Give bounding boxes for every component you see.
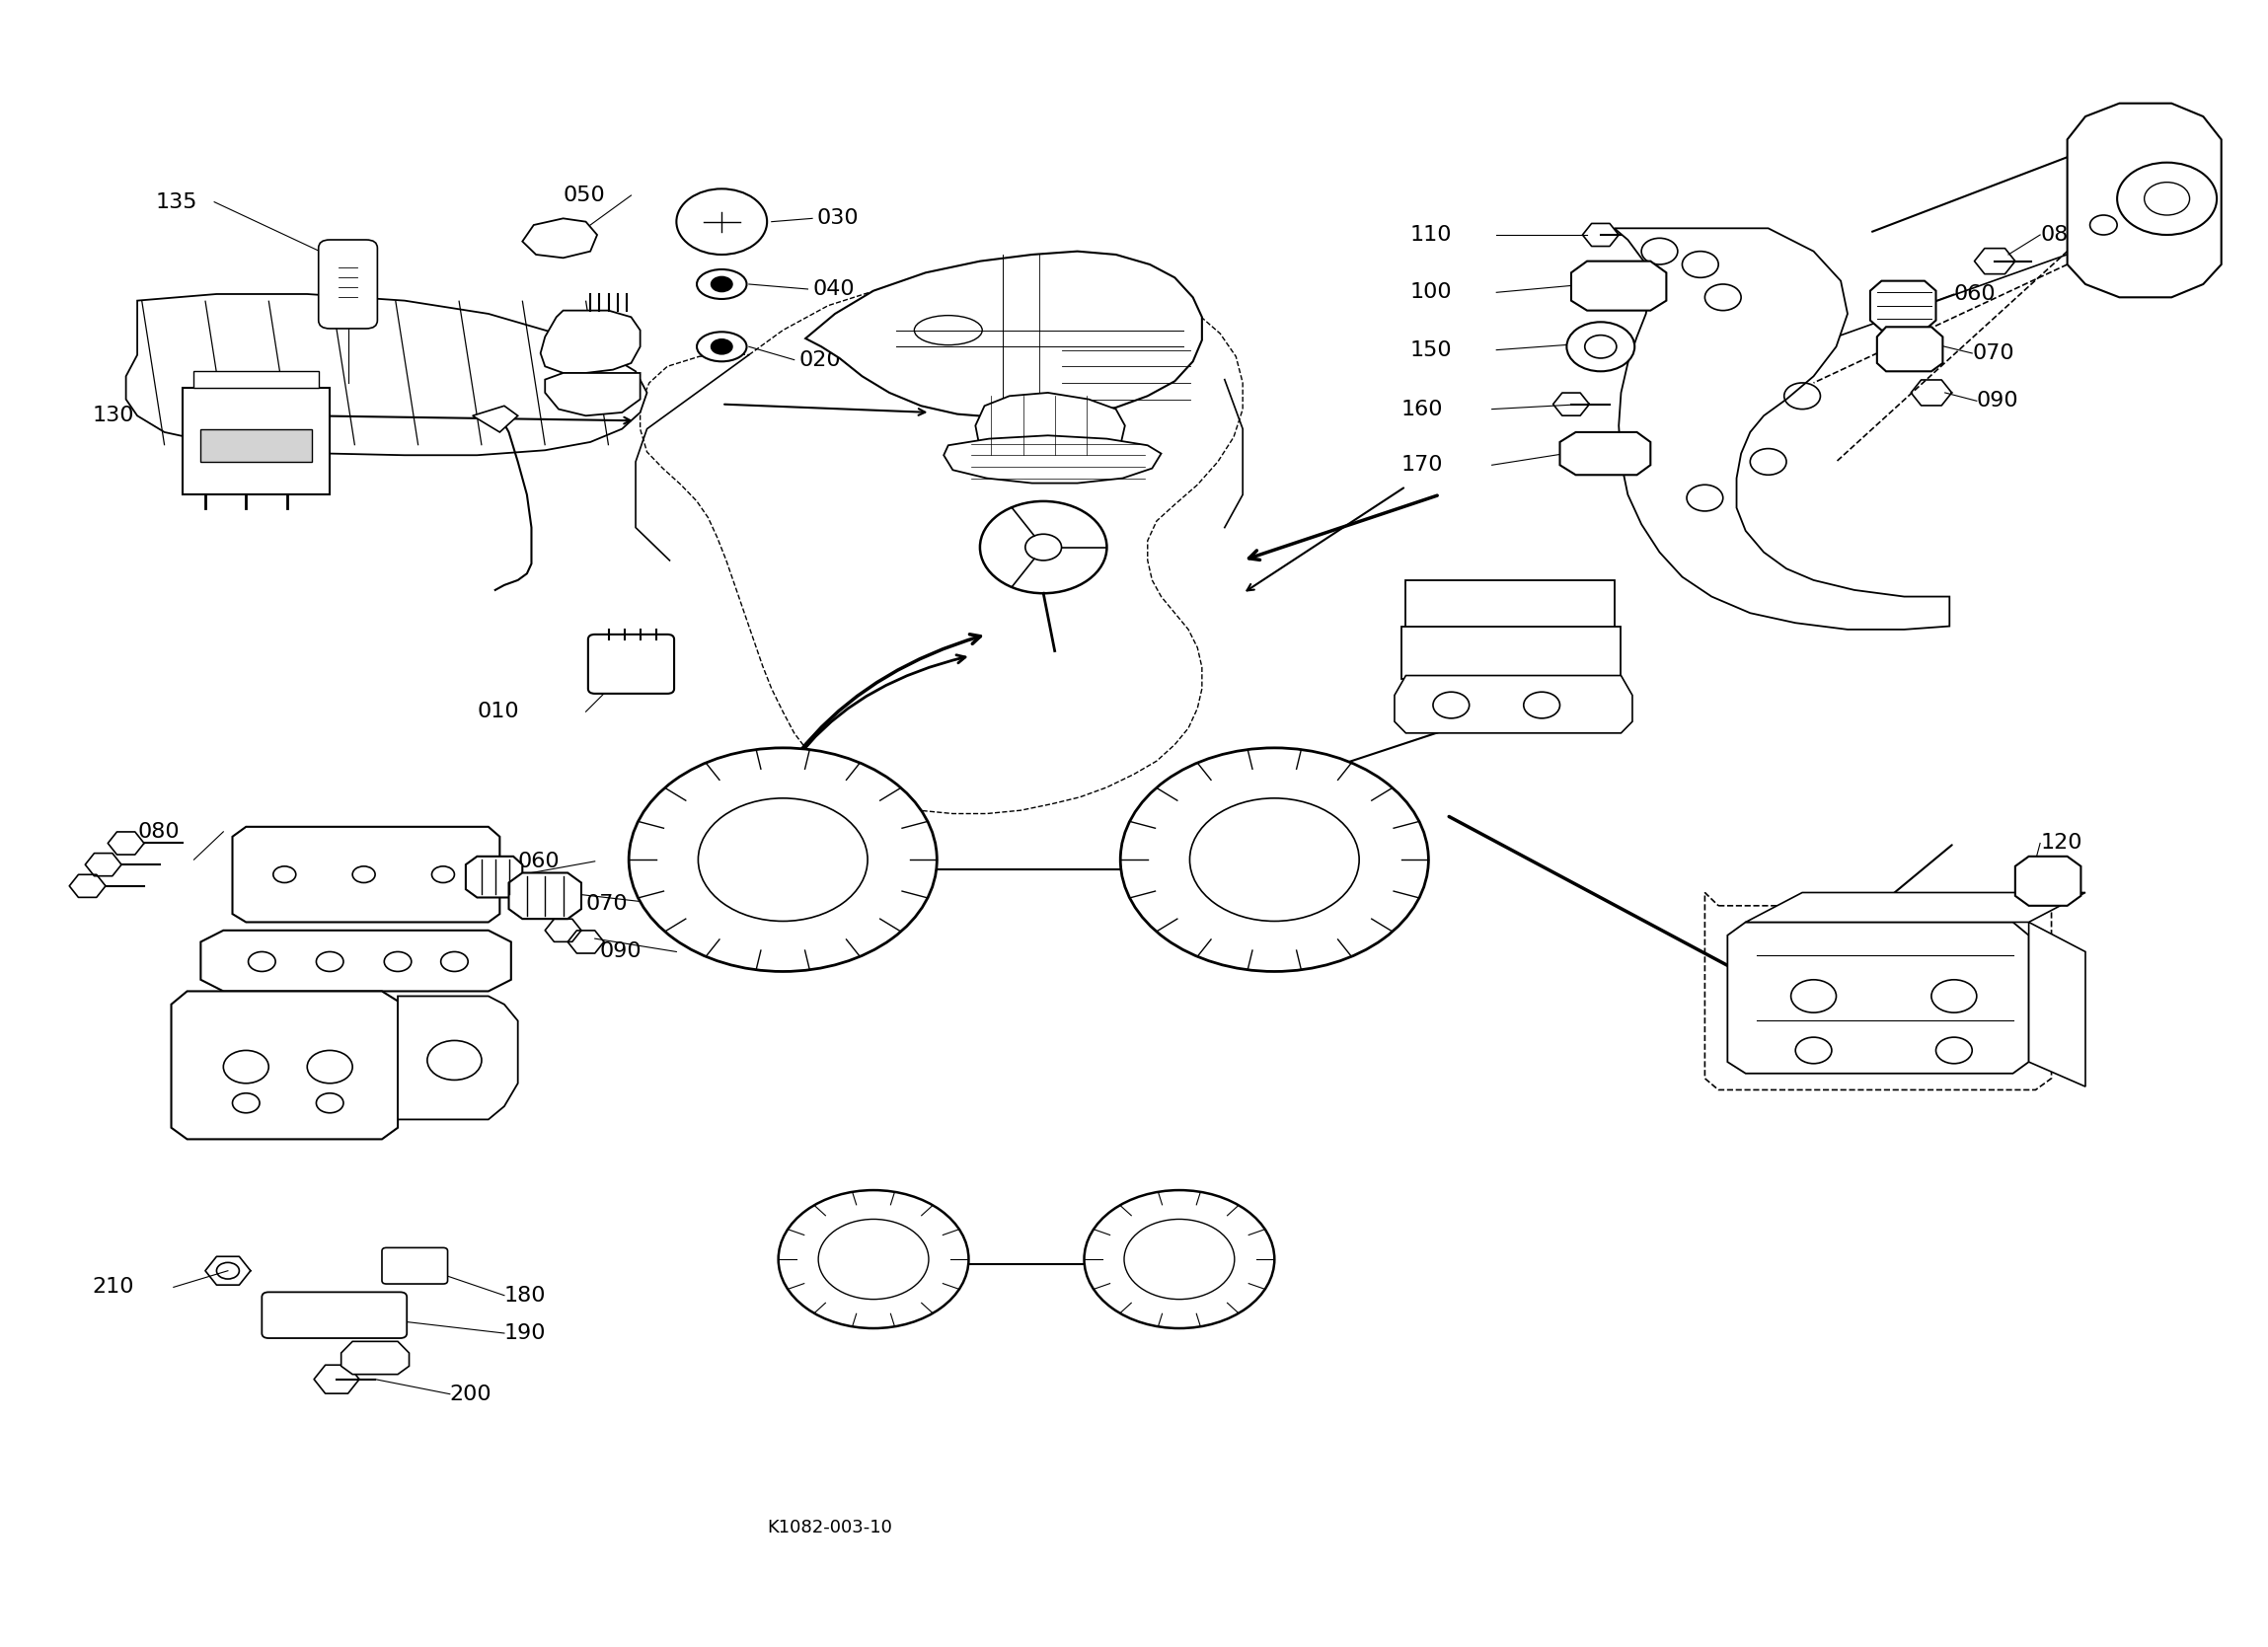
Polygon shape — [1706, 893, 2053, 1090]
Polygon shape — [544, 372, 640, 415]
Polygon shape — [231, 827, 499, 922]
Polygon shape — [508, 873, 581, 919]
Bar — [200, 428, 311, 461]
Circle shape — [710, 338, 733, 354]
Circle shape — [778, 1191, 968, 1327]
Text: 170: 170 — [1402, 455, 1442, 474]
Polygon shape — [200, 931, 510, 991]
Text: 140: 140 — [345, 321, 388, 339]
Text: 020: 020 — [798, 349, 841, 369]
Polygon shape — [1395, 675, 1633, 733]
Ellipse shape — [696, 270, 746, 300]
Text: 060: 060 — [517, 851, 560, 871]
Polygon shape — [1878, 328, 1944, 371]
Text: 150: 150 — [1411, 339, 1452, 359]
Text: 160: 160 — [1402, 399, 1442, 418]
Polygon shape — [1560, 432, 1651, 474]
Text: K1082-003-10: K1082-003-10 — [767, 1519, 891, 1537]
Polygon shape — [1572, 262, 1667, 311]
Polygon shape — [640, 272, 1243, 814]
Circle shape — [1567, 323, 1635, 371]
Polygon shape — [522, 219, 596, 259]
Text: 090: 090 — [1978, 390, 2019, 410]
Polygon shape — [1615, 229, 1950, 629]
Text: 120: 120 — [2041, 833, 2082, 853]
Polygon shape — [975, 392, 1125, 460]
Text: 210: 210 — [93, 1278, 134, 1298]
Text: 030: 030 — [816, 209, 860, 229]
Polygon shape — [943, 435, 1161, 483]
Text: 040: 040 — [812, 280, 855, 300]
Bar — [184, 387, 329, 494]
FancyBboxPatch shape — [261, 1293, 406, 1337]
Text: 090: 090 — [599, 942, 642, 962]
Circle shape — [710, 277, 733, 293]
Circle shape — [1084, 1191, 1275, 1327]
Polygon shape — [1871, 282, 1937, 329]
Polygon shape — [1402, 626, 1622, 679]
Bar — [195, 371, 318, 387]
Polygon shape — [1406, 580, 1615, 629]
Polygon shape — [472, 405, 517, 432]
Polygon shape — [1728, 922, 2030, 1074]
Text: 100: 100 — [1411, 283, 1452, 303]
Text: 200: 200 — [449, 1383, 492, 1403]
Polygon shape — [465, 856, 522, 898]
Circle shape — [628, 748, 937, 972]
Polygon shape — [397, 996, 517, 1120]
Circle shape — [2116, 163, 2216, 236]
Text: 190: 190 — [503, 1323, 547, 1342]
FancyBboxPatch shape — [381, 1248, 447, 1285]
Text: 135: 135 — [156, 193, 197, 212]
Polygon shape — [2030, 922, 2084, 1087]
Circle shape — [1120, 748, 1429, 972]
FancyBboxPatch shape — [318, 240, 376, 329]
Polygon shape — [1746, 893, 2084, 922]
Text: 130: 130 — [93, 405, 134, 425]
Text: 110: 110 — [1411, 226, 1452, 245]
Text: 080: 080 — [2041, 226, 2082, 245]
Ellipse shape — [696, 331, 746, 361]
Polygon shape — [540, 311, 640, 372]
Polygon shape — [2016, 856, 2080, 906]
Circle shape — [1025, 534, 1061, 560]
FancyBboxPatch shape — [587, 634, 674, 693]
Text: 070: 070 — [1973, 343, 2014, 362]
Text: 060: 060 — [1955, 285, 1996, 305]
Text: 080: 080 — [138, 822, 179, 842]
Polygon shape — [340, 1341, 408, 1374]
Polygon shape — [2068, 104, 2220, 298]
Text: 010: 010 — [476, 702, 519, 721]
Circle shape — [676, 189, 767, 255]
Text: 050: 050 — [562, 186, 606, 206]
Polygon shape — [805, 252, 1202, 417]
Polygon shape — [172, 991, 397, 1140]
Text: 180: 180 — [503, 1286, 547, 1306]
Polygon shape — [127, 295, 646, 455]
Text: 070: 070 — [585, 894, 628, 914]
